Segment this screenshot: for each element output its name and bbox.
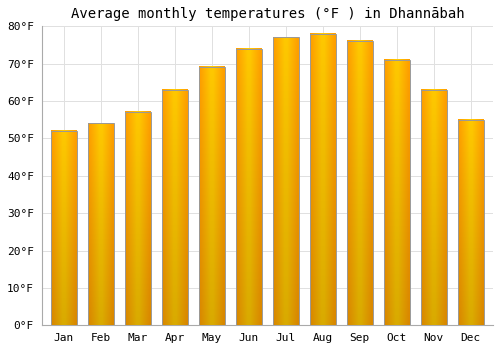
- Bar: [199, 68, 225, 326]
- Bar: [162, 90, 188, 326]
- Bar: [51, 131, 76, 326]
- Bar: [88, 124, 114, 326]
- Bar: [384, 60, 410, 326]
- Bar: [125, 112, 151, 326]
- Bar: [458, 120, 484, 326]
- Bar: [236, 49, 262, 326]
- Bar: [347, 41, 373, 326]
- Title: Average monthly temperatures (°F ) in Dhannābah: Average monthly temperatures (°F ) in Dh…: [70, 7, 464, 21]
- Bar: [421, 90, 447, 326]
- Bar: [310, 34, 336, 326]
- Bar: [273, 37, 299, 326]
